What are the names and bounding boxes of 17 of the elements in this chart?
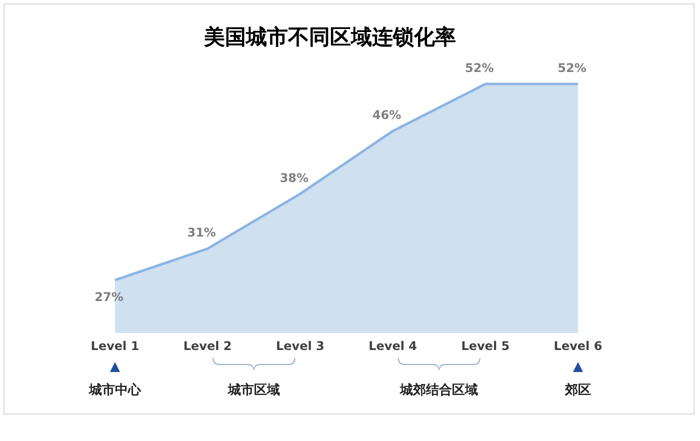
x-tick-label: Level 6 bbox=[554, 339, 602, 353]
annotation: 郊区 bbox=[564, 382, 591, 398]
data-label: 46% bbox=[372, 108, 402, 122]
data-label: 31% bbox=[187, 226, 216, 240]
annotation: 城市区域 bbox=[226, 382, 280, 398]
annotation: 城郊结合区域 bbox=[399, 382, 478, 398]
data-label: 52% bbox=[558, 61, 586, 75]
x-tick-label: Level 1 bbox=[90, 339, 140, 353]
chart-title: 美国城市不同区域连锁化率 bbox=[203, 25, 456, 49]
annotation: 城市中心 bbox=[88, 382, 142, 398]
data-label: 38% bbox=[280, 170, 309, 185]
x-tick-label: Level 4 bbox=[368, 339, 417, 353]
data-label: 27% bbox=[94, 290, 124, 304]
data-label: 52% bbox=[465, 61, 494, 75]
x-tick-label: Level 2 bbox=[183, 339, 232, 353]
x-tick-label: Level 3 bbox=[276, 339, 324, 353]
x-tick-label: Level 5 bbox=[461, 339, 510, 353]
